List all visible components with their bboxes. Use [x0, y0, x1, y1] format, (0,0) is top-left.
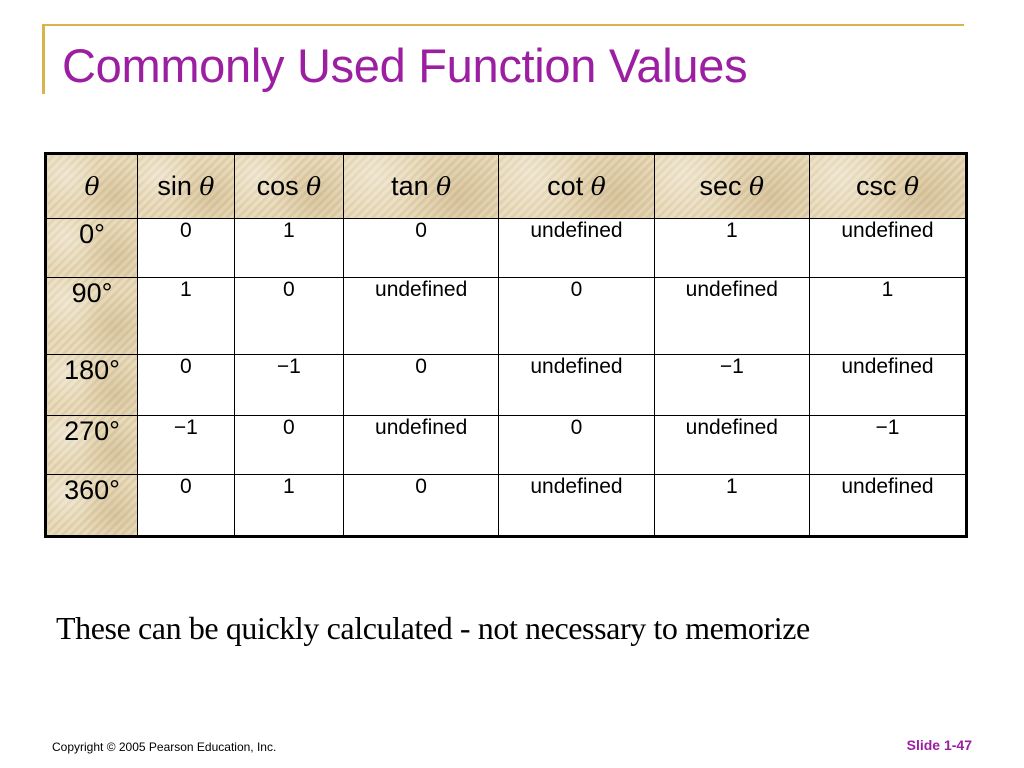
table-header-row: θ sin θ cos θ tan θ cot θ sec θ csc θ [45, 153, 968, 219]
header-var: θ [84, 172, 100, 201]
header-var: θ [199, 172, 215, 201]
header-theta: θ [45, 153, 138, 219]
table-cell: −1 [233, 354, 344, 416]
table-row: 270° −1 0 undefined 0 undefined −1 [45, 415, 968, 475]
table-cell: undefined [653, 277, 810, 355]
table-cell: 0 [137, 218, 235, 278]
row-angle: 360° [45, 474, 138, 537]
header-sec: sec θ [653, 153, 810, 219]
row-angle: 180° [45, 354, 138, 416]
header-cot: cot θ [498, 153, 655, 219]
row-angle: 270° [45, 415, 138, 475]
table-cell: 1 [808, 277, 968, 355]
table-row: 90° 1 0 undefined 0 undefined 1 [45, 277, 968, 355]
header-sin: sin θ [137, 153, 235, 219]
header-var: θ [749, 172, 765, 201]
table-cell: 0 [342, 218, 500, 278]
table-cell: 1 [653, 474, 810, 537]
table-cell: undefined [808, 474, 968, 537]
table-cell: 0 [233, 277, 344, 355]
table-cell: 0 [137, 474, 235, 537]
table-row: 0° 0 1 0 undefined 1 undefined [45, 218, 968, 278]
header-tan: tan θ [342, 153, 500, 219]
header-var: θ [590, 172, 606, 201]
header-cos: cos θ [233, 153, 344, 219]
function-values-table: θ sin θ cos θ tan θ cot θ sec θ csc θ 0°… [44, 152, 968, 538]
table-cell: undefined [498, 474, 655, 537]
table-cell: 0 [233, 415, 344, 475]
table-cell: −1 [808, 415, 968, 475]
slide-title: Commonly Used Function Values [62, 39, 748, 92]
table-cell: 1 [233, 474, 344, 537]
table-cell: 1 [137, 277, 235, 355]
table-cell: −1 [653, 354, 810, 416]
table-cell: 0 [137, 354, 235, 416]
row-angle: 90° [45, 277, 138, 355]
table-cell: undefined [808, 354, 968, 416]
table-cell: undefined [498, 354, 655, 416]
table-cell: undefined [342, 277, 500, 355]
table-cell: undefined [653, 415, 810, 475]
header-var: θ [436, 172, 452, 201]
table-cell: 1 [653, 218, 810, 278]
header-fn: csc [855, 171, 904, 201]
table-cell: 0 [342, 354, 500, 416]
table-cell: 1 [233, 218, 344, 278]
slide-number: Slide 1-47 [906, 737, 972, 753]
frame-top-line [44, 24, 964, 26]
table-row: 180° 0 −1 0 undefined −1 undefined [45, 354, 968, 416]
header-var: θ [903, 172, 920, 201]
table-cell: 0 [498, 277, 655, 355]
header-fn: cot [547, 171, 591, 201]
table-cell: −1 [137, 415, 235, 475]
header-fn: cos [256, 171, 307, 201]
table-cell: 0 [498, 415, 655, 475]
table-row: 360° 0 1 0 undefined 1 undefined [45, 474, 968, 537]
copyright-text: Copyright © 2005 Pearson Education, Inc. [52, 740, 277, 754]
header-fn: sin [157, 171, 200, 201]
table-cell: undefined [808, 218, 968, 278]
table-cell: undefined [498, 218, 655, 278]
table-cell: undefined [342, 415, 500, 475]
slide-note: These can be quickly calculated - not ne… [56, 610, 810, 646]
header-fn: sec [699, 171, 750, 201]
header-csc: csc θ [808, 153, 968, 219]
header-fn: tan [391, 171, 437, 201]
table-cell: 0 [342, 474, 500, 537]
row-angle: 0° [45, 218, 138, 278]
frame-left-line [42, 24, 45, 94]
header-var: θ [306, 172, 322, 201]
